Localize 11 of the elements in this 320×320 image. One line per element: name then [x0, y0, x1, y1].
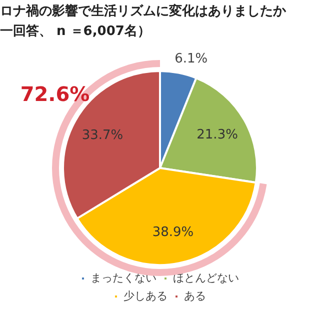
text: 72.6%	[20, 82, 90, 106]
chart-subtitle: 一回答、 n ＝6,007名）	[0, 23, 150, 40]
data-label: 33.7%	[82, 128, 124, 144]
data-label: 21.3%	[196, 128, 238, 143]
legend-label: 少しある	[124, 289, 168, 302]
legend-label: まったくない	[90, 271, 156, 284]
data-label: 6.1%	[174, 51, 208, 66]
chart-title: ロナ禍の影響で生活リズムに変化はありましたか	[0, 2, 286, 20]
legend-label: ほとんどない	[173, 271, 239, 284]
legend-label: ある	[184, 289, 206, 302]
data-label: 38.9%	[152, 225, 194, 240]
